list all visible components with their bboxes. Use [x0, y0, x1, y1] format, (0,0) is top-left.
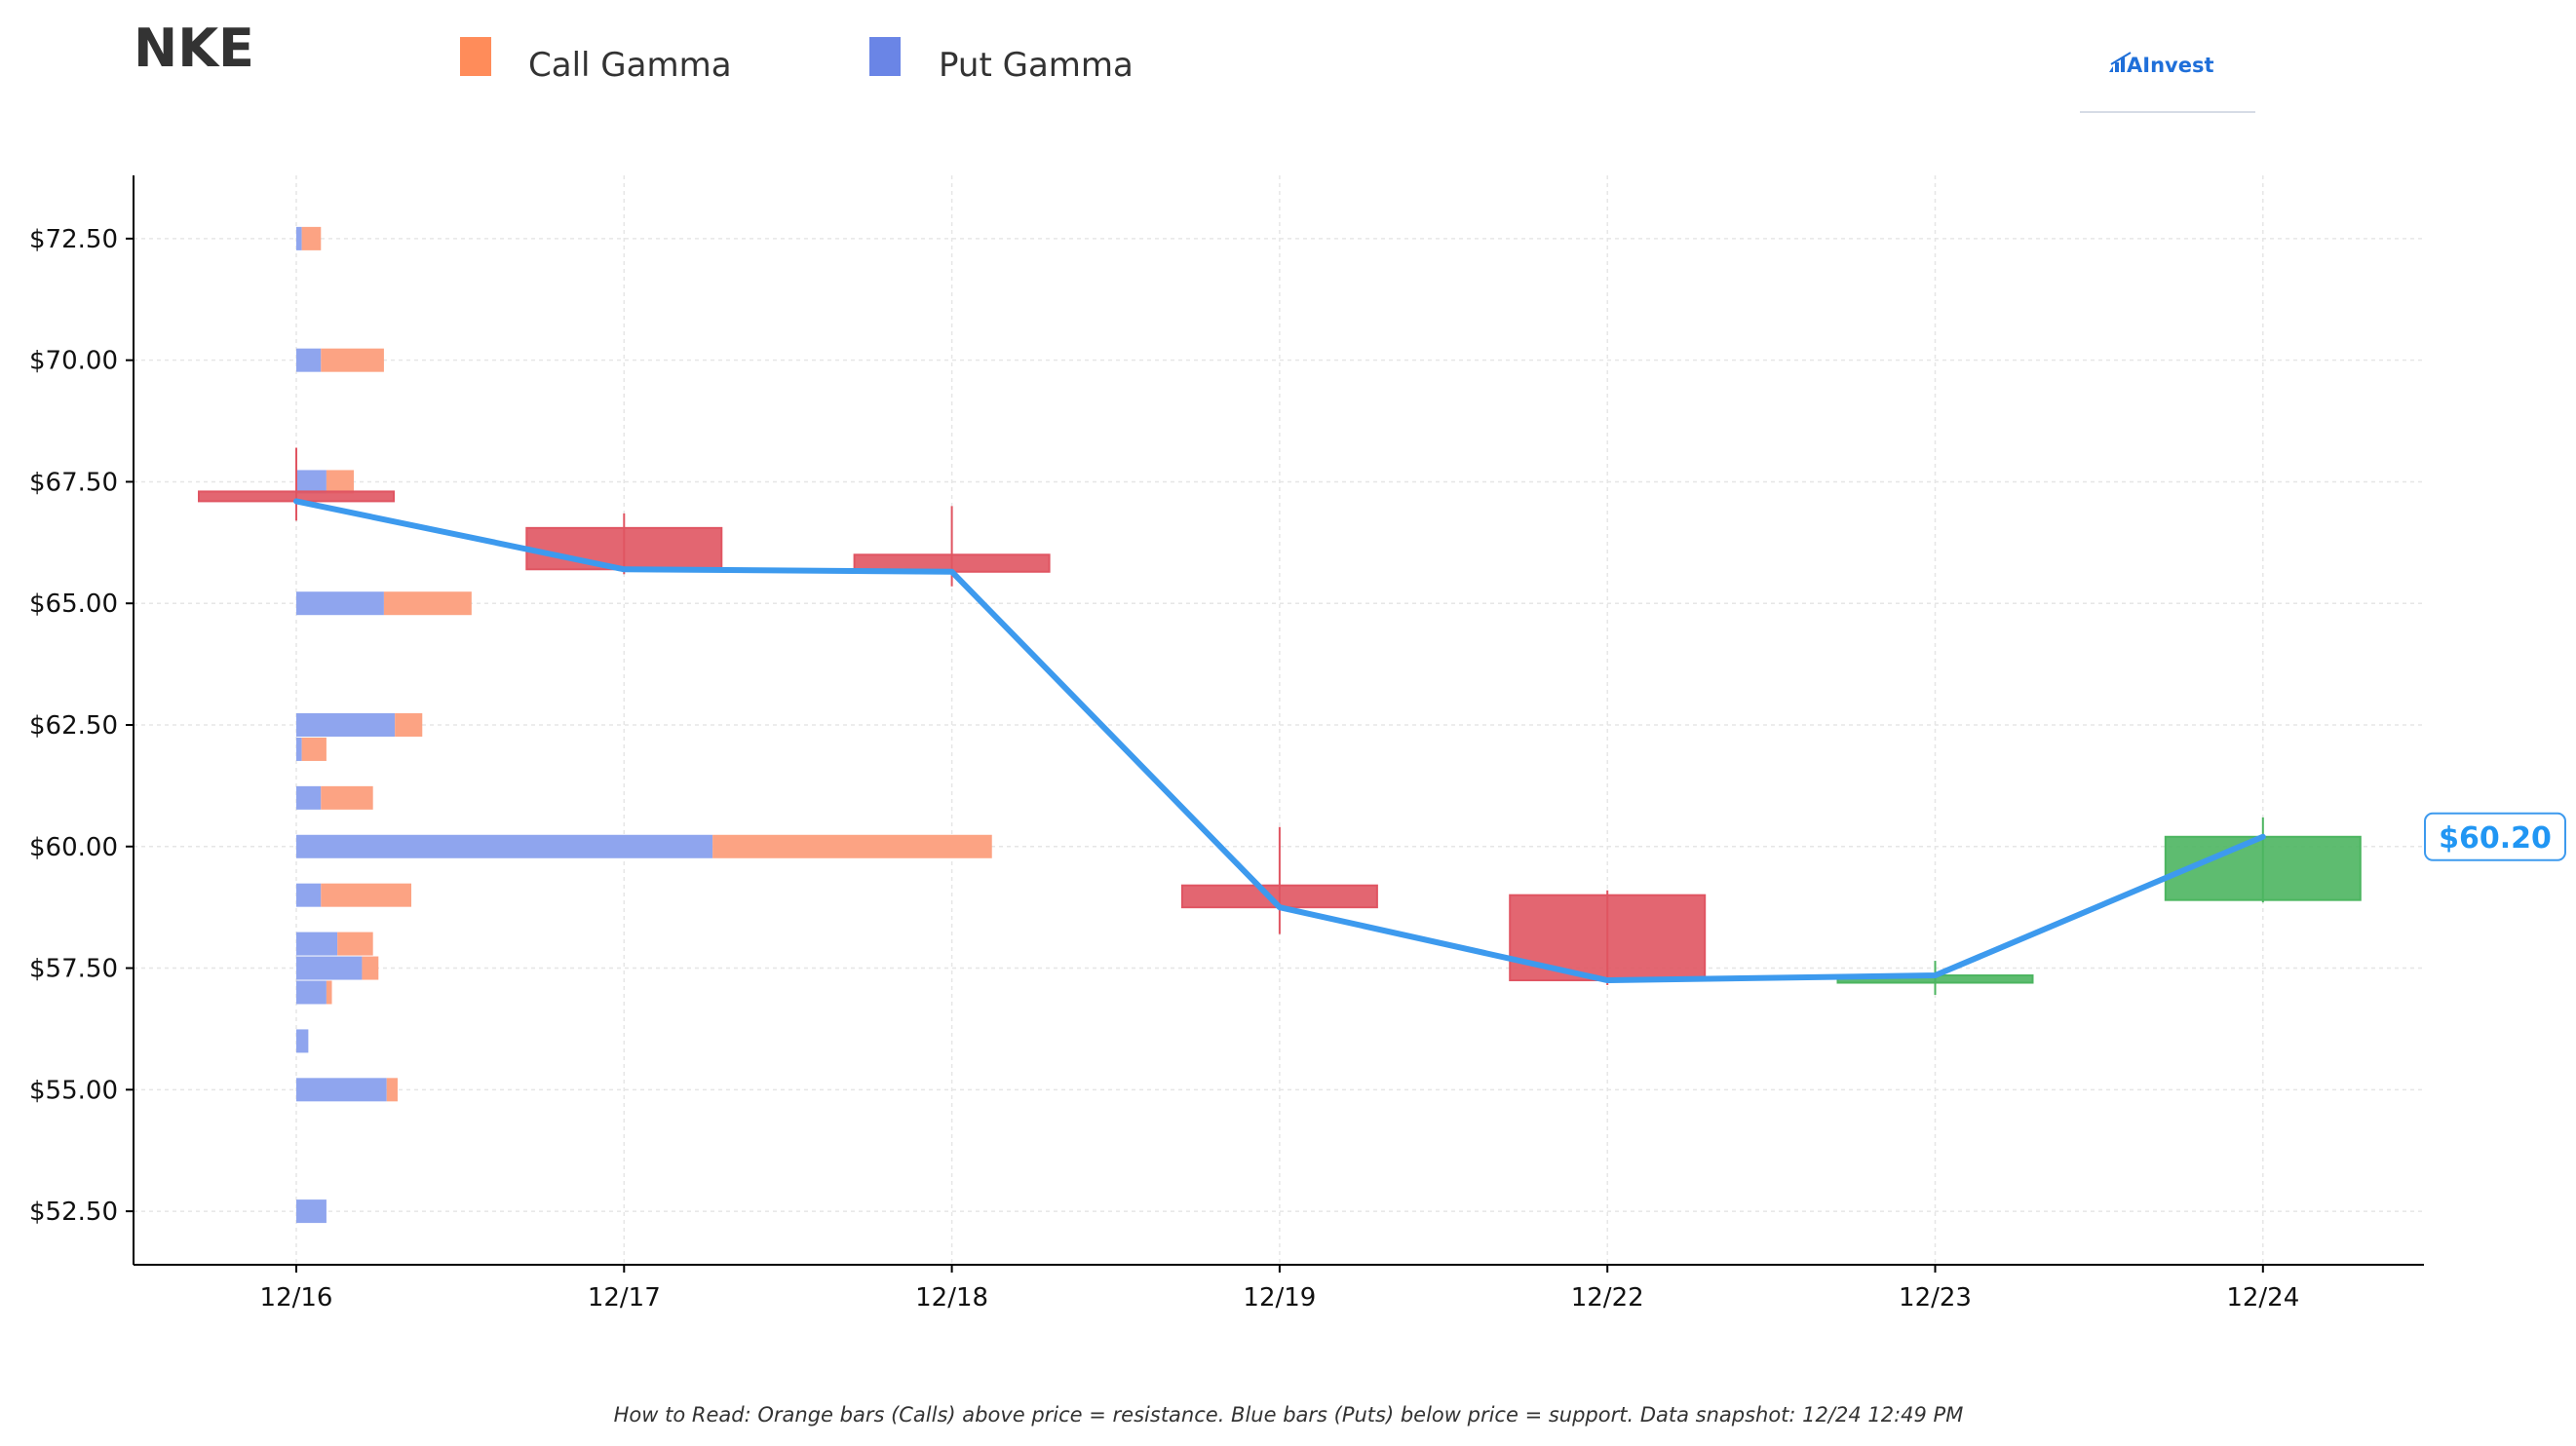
brand-name: AInvest: [2127, 54, 2214, 77]
call-gamma-bar: [386, 1078, 398, 1102]
x-tick-label: 12/16: [260, 1283, 333, 1313]
put-gamma-bar: [296, 785, 322, 810]
candle-body-up: [2164, 835, 2362, 901]
x-tick-label: 12/24: [2226, 1283, 2299, 1313]
call-gamma-legend-swatch: [460, 37, 491, 76]
put-gamma-bar: [296, 1199, 327, 1224]
put-gamma-bar: [296, 883, 322, 907]
call-gamma-bar: [395, 712, 423, 737]
put-gamma-bar: [296, 1078, 387, 1102]
call-gamma-bar: [321, 785, 373, 810]
current-price-tag: $60.20: [2424, 812, 2566, 861]
y-tick-label: $57.50: [29, 955, 118, 984]
call-gamma-bar: [337, 932, 373, 956]
put-gamma-bar: [296, 470, 327, 494]
call-gamma-bar: [321, 348, 384, 372]
put-gamma-bar: [296, 737, 302, 761]
axes: $52.50 $55.00 $57.50 $60.00 $62.50 $65.00 $67.…: [29, 175, 2424, 1313]
put-gamma-legend-swatch: [869, 37, 901, 76]
price-line: [293, 498, 2266, 984]
call-gamma-bar: [383, 591, 472, 616]
y-tick-label: $70.00: [29, 347, 118, 376]
candlesticks: [198, 447, 2362, 995]
x-tick-label: 12/17: [588, 1283, 661, 1313]
grid: [134, 175, 2424, 1265]
footnote: How to Read: Orange bars (Calls) above p…: [614, 1403, 1964, 1427]
call-gamma-bar: [712, 834, 992, 858]
put-gamma-legend-label: Put Gamma: [939, 46, 1134, 85]
y-tick-label: $60.00: [29, 833, 118, 862]
legend: Call Gamma Put Gamma: [460, 37, 1134, 85]
candle-body-down: [525, 526, 723, 571]
ainvest-logo-icon: [2109, 52, 2132, 72]
call-gamma-bar: [301, 737, 327, 761]
put-gamma-bar: [296, 348, 322, 372]
call-gamma-bar: [326, 980, 332, 1005]
call-gamma-bar: [321, 883, 412, 907]
price-tag-box: [2424, 812, 2566, 861]
put-gamma-bar: [296, 956, 363, 980]
gamma-bars: [296, 226, 992, 1224]
x-tick-label: 12/18: [915, 1283, 988, 1313]
put-gamma-bar: [296, 834, 713, 858]
ticker-title: NKE: [134, 18, 254, 79]
put-gamma-bar: [296, 980, 327, 1005]
call-gamma-legend-label: Call Gamma: [528, 46, 732, 85]
x-tick-label: 12/23: [1899, 1283, 1972, 1313]
y-tick-label: $62.50: [29, 711, 118, 741]
y-tick-label: $65.00: [29, 590, 118, 619]
x-tick-label: 12/19: [1243, 1283, 1316, 1313]
put-gamma-bar: [296, 1029, 309, 1053]
call-gamma-bar: [301, 226, 322, 250]
put-gamma-bar: [296, 712, 396, 737]
price-tag-label: $60.20: [2439, 821, 2552, 856]
brand-logo: AInvest: [2080, 52, 2255, 113]
y-tick-label: $52.50: [29, 1198, 118, 1227]
call-gamma-bar: [362, 956, 379, 980]
y-tick-label: $55.00: [29, 1076, 118, 1105]
put-gamma-bar: [296, 591, 384, 616]
put-gamma-bar: [296, 932, 338, 956]
price-line-layer: [293, 498, 2266, 984]
x-tick-label: 12/22: [1571, 1283, 1644, 1313]
put-gamma-bar: [296, 226, 302, 250]
y-tick-label: $67.50: [29, 468, 118, 497]
y-tick-label: $72.50: [29, 225, 118, 254]
call-gamma-bar: [326, 470, 355, 494]
